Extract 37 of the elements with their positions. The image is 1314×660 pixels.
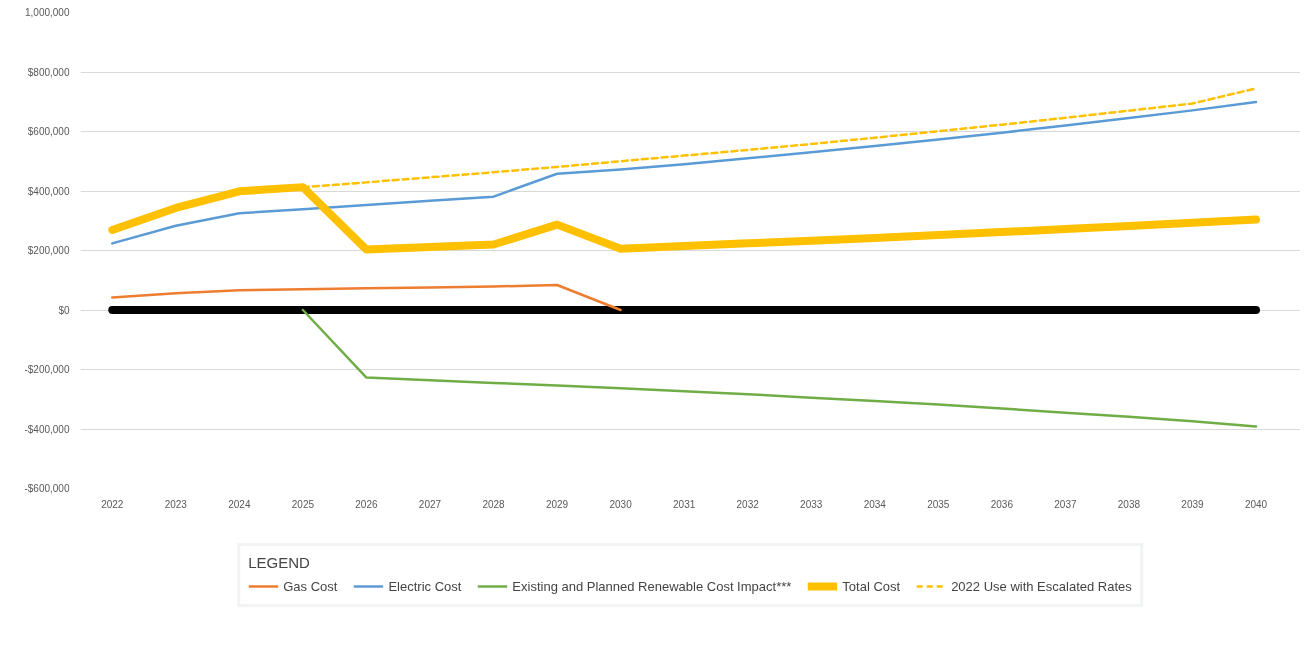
x-tick-label: 2027 <box>418 498 442 510</box>
x-tick-label: 2026 <box>355 498 378 510</box>
x-tick-label: 2024 <box>228 498 251 510</box>
legend-title: LEGEND <box>248 554 311 571</box>
x-tick-label: 2029 <box>545 498 569 510</box>
y-tick-label: $600,000 <box>27 126 70 137</box>
legend-label: 2022 Use with Escalated Rates <box>951 578 1132 594</box>
x-tick-label: 2039 <box>1181 498 1205 510</box>
x-tick-label: 2031 <box>673 498 696 510</box>
legend-label: Total Cost <box>842 578 901 594</box>
x-tick-label: 2022 <box>101 498 124 510</box>
x-tick-label: 2036 <box>990 498 1014 510</box>
x-tick-label: 2033 <box>800 498 823 510</box>
x-tick-label: 2030 <box>609 498 633 510</box>
x-tick-label: 2040 <box>1244 498 1268 510</box>
y-tick-label: -$200,000 <box>24 364 70 375</box>
y-tick-label: $200,000 <box>27 245 70 256</box>
y-tick-label: -$600,000 <box>24 483 70 494</box>
y-tick-label: -$400,000 <box>24 423 70 435</box>
x-tick-label: 2038 <box>1117 498 1141 510</box>
y-tick-label: $0 <box>58 304 70 316</box>
x-tick-label: 2028 <box>482 498 506 510</box>
line-series <box>111 283 622 312</box>
legend-label: Gas Cost <box>283 578 338 594</box>
legend-label: Existing and Planned Renewable Cost Impact*** <box>512 578 792 594</box>
line-series <box>111 100 1258 245</box>
y-tick-label: $800,000 <box>27 66 70 78</box>
x-tick-label: 2032 <box>736 498 760 510</box>
line-series <box>301 308 1258 428</box>
y-tick-label: 1,000,000 <box>25 7 70 18</box>
x-tick-label: 2023 <box>164 498 188 510</box>
legend-label: Electric Cost <box>388 578 462 594</box>
y-tick-label: $400,000 <box>27 185 70 197</box>
x-tick-label: 2034 <box>863 498 887 510</box>
x-tick-label: 2037 <box>1054 498 1077 510</box>
x-tick-label: 2025 <box>291 498 315 510</box>
x-tick-label: 2035 <box>927 498 950 510</box>
